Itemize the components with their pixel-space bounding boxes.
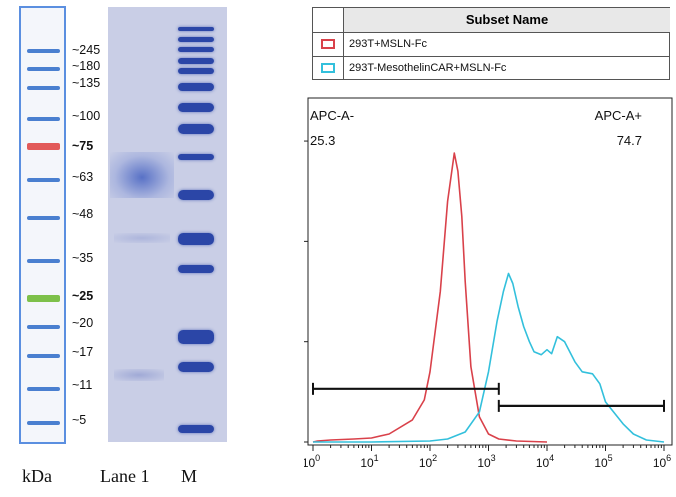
ladder-label: ~17 [72,345,94,359]
legend-entry-1: 293T+MSLN-Fc [349,38,427,50]
x-tick-label: 103 [477,453,495,470]
marker-band [178,58,214,64]
marker-band [178,83,214,91]
ladder-label: ~48 [72,207,94,221]
marker-band [178,102,214,112]
ladder-label: ~135 [72,76,101,90]
lane1-main-band [110,152,174,198]
x-tick-label: 102 [419,453,437,470]
gate-value: 25.3 [310,133,335,148]
lane1-faint-band [114,233,170,243]
x-tick-label: 106 [653,453,671,470]
marker-band [178,46,214,52]
marker-band [178,154,214,160]
ladder-band [27,86,60,90]
ladder-band [27,325,60,329]
ladder-label: ~20 [72,316,94,330]
gate-label: APC-A- [310,108,354,123]
histogram-series-2 [313,272,665,443]
x-tick-label: 101 [360,453,378,470]
ladder-label: ~75 [72,139,94,153]
marker-label: M [181,466,198,486]
ladder-band [27,49,60,53]
x-tick-label: 105 [594,453,612,470]
flow-histogram: 0100200300Count100101102103104105106 APC… [304,97,673,470]
ladder-band [27,354,60,358]
kda-label: kDa [22,466,52,486]
marker-band [178,233,214,245]
histogram-series-1 [312,152,548,443]
ladder-label: ~25 [72,289,94,303]
marker-band [178,425,214,433]
ladder-label: ~11 [72,378,93,392]
marker-band [178,124,214,134]
ladder-band [27,216,60,220]
marker-band [178,36,214,42]
ladder-label: ~245 [72,43,101,57]
ladder-label: ~63 [72,170,94,184]
gate-label: APC-A+ [595,108,642,123]
legend-swatch-red [321,39,335,49]
subset-legend: Subset Name 293T+MSLN-Fc 293T-Mesothelin… [312,7,670,80]
lane1-label: Lane 1 [100,466,150,486]
ladder-label: ~100 [72,109,101,123]
x-tick-label: 100 [304,453,320,470]
ladder-band [27,143,60,150]
legend-header: Subset Name [344,8,670,32]
marker-band [178,265,214,273]
ladder-label: ~5 [72,413,87,427]
ladder-band [27,387,60,391]
ladder-band [27,67,60,71]
legend-entry-2: 293T-MesothelinCAR+MSLN-Fc [349,62,507,74]
marker-band [178,362,214,372]
marker-lane [172,7,227,442]
marker-band [178,27,214,31]
lane1-low-band [114,369,164,381]
ladder-band [27,295,60,302]
gate-value: 74.7 [617,133,642,148]
x-tick-label: 104 [536,453,554,470]
ladder-label: ~180 [72,59,101,73]
ladder-band [27,117,60,121]
ladder-band [27,259,60,263]
protein-ladder-panel [19,6,66,444]
ladder-band [27,178,60,182]
marker-band [178,330,214,344]
ladder-band [27,421,60,425]
ladder-label: ~35 [72,251,94,265]
plot-frame [307,97,673,446]
marker-band [178,68,214,74]
legend-swatch-cyan [321,63,335,73]
marker-band [178,190,214,200]
